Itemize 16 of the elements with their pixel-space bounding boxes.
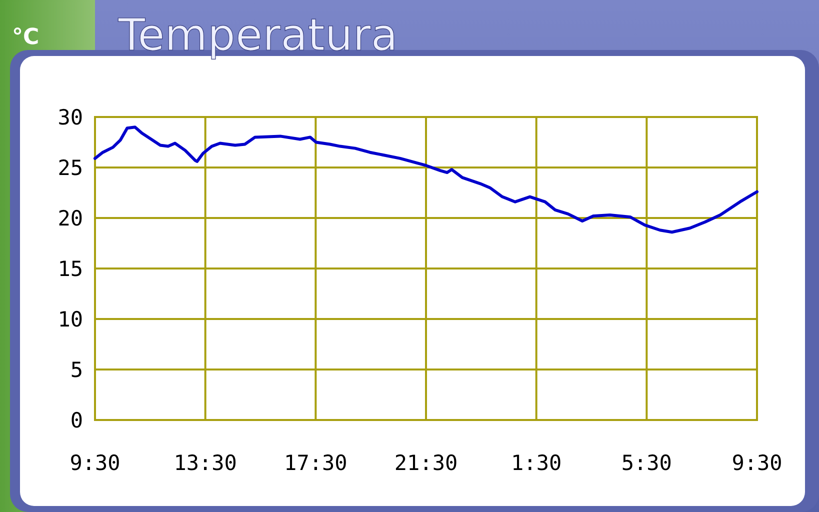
y-tick-label: 5	[70, 358, 83, 382]
x-tick-label: 1:30	[511, 451, 562, 475]
x-tick-label: 5:30	[621, 451, 672, 475]
x-tick-label: 9:30	[732, 451, 782, 475]
y-tick-label: 30	[58, 105, 83, 130]
y-tick-label: 15	[58, 256, 83, 281]
x-tick-label: 21:30	[394, 451, 458, 475]
x-tick-label: 17:30	[284, 451, 348, 475]
y-tick-label: 20	[58, 206, 83, 230]
y-tick-label: 25	[58, 156, 83, 180]
x-tick-label: 9:30	[70, 451, 120, 475]
y-axis-title: °C	[12, 25, 40, 50]
x-tick-label: 13:30	[174, 451, 237, 475]
y-tick-label: 10	[58, 307, 83, 332]
y-tick-label: 0	[70, 408, 83, 432]
chart-title: Temperatura	[117, 10, 398, 61]
